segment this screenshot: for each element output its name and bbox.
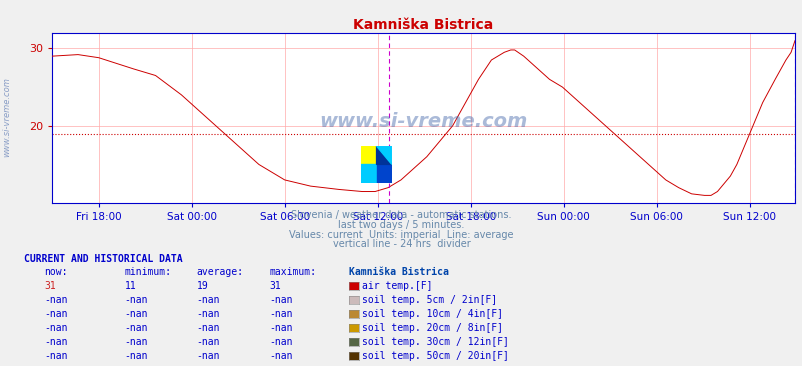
Text: -nan: -nan <box>44 351 67 361</box>
Title: Kamniška Bistrica: Kamniška Bistrica <box>353 18 493 32</box>
Text: -nan: -nan <box>196 309 220 319</box>
Text: -nan: -nan <box>44 295 67 305</box>
Text: -nan: -nan <box>269 323 292 333</box>
Text: -nan: -nan <box>269 351 292 361</box>
Bar <box>361 146 376 164</box>
Bar <box>361 164 376 183</box>
Polygon shape <box>376 146 391 164</box>
Text: -nan: -nan <box>44 337 67 347</box>
Text: soil temp. 10cm / 4in[F]: soil temp. 10cm / 4in[F] <box>362 309 503 319</box>
Bar <box>376 164 391 183</box>
Text: Values: current  Units: imperial  Line: average: Values: current Units: imperial Line: av… <box>289 229 513 239</box>
Text: Slovenia / weather data - automatic stations.: Slovenia / weather data - automatic stat… <box>291 210 511 220</box>
Text: -nan: -nan <box>196 351 220 361</box>
Polygon shape <box>376 146 391 164</box>
Text: -nan: -nan <box>269 295 292 305</box>
Text: Kamniška Bistrica: Kamniška Bistrica <box>349 267 448 277</box>
Text: soil temp. 20cm / 8in[F]: soil temp. 20cm / 8in[F] <box>362 323 503 333</box>
Text: soil temp. 50cm / 20in[F]: soil temp. 50cm / 20in[F] <box>362 351 508 361</box>
Text: www.si-vreme.com: www.si-vreme.com <box>319 112 527 131</box>
Text: vertical line - 24 hrs  divider: vertical line - 24 hrs divider <box>332 239 470 249</box>
Text: -nan: -nan <box>44 309 67 319</box>
Text: -nan: -nan <box>124 323 148 333</box>
Text: -nan: -nan <box>196 337 220 347</box>
Text: minimum:: minimum: <box>124 267 172 277</box>
Text: soil temp. 5cm / 2in[F]: soil temp. 5cm / 2in[F] <box>362 295 496 305</box>
Text: www.si-vreme.com: www.si-vreme.com <box>2 77 11 157</box>
Text: -nan: -nan <box>124 337 148 347</box>
Text: CURRENT AND HISTORICAL DATA: CURRENT AND HISTORICAL DATA <box>24 254 183 264</box>
Text: 11: 11 <box>124 281 136 291</box>
Text: 31: 31 <box>44 281 56 291</box>
Text: -nan: -nan <box>196 295 220 305</box>
Text: -nan: -nan <box>269 337 292 347</box>
Text: -nan: -nan <box>196 323 220 333</box>
Text: air temp.[F]: air temp.[F] <box>362 281 432 291</box>
Text: maximum:: maximum: <box>269 267 316 277</box>
Text: 19: 19 <box>196 281 209 291</box>
Text: -nan: -nan <box>124 309 148 319</box>
Text: average:: average: <box>196 267 244 277</box>
Text: 31: 31 <box>269 281 281 291</box>
Text: last two days / 5 minutes.: last two days / 5 minutes. <box>338 220 464 229</box>
Text: -nan: -nan <box>44 323 67 333</box>
Text: soil temp. 30cm / 12in[F]: soil temp. 30cm / 12in[F] <box>362 337 508 347</box>
Text: -nan: -nan <box>124 295 148 305</box>
Text: now:: now: <box>44 267 67 277</box>
Text: -nan: -nan <box>124 351 148 361</box>
Text: -nan: -nan <box>269 309 292 319</box>
